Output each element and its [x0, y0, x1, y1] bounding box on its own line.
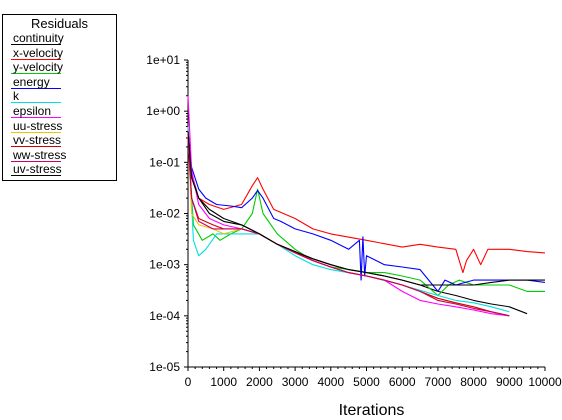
legend-label: epsilon: [13, 104, 52, 118]
y-tick-label: 1e+01: [146, 53, 180, 67]
legend-swatch: [11, 44, 61, 45]
legend-item-epsilon: epsilon: [11, 104, 116, 119]
legend-label: continuity: [13, 31, 64, 45]
x-tick-label: 6000: [389, 375, 416, 389]
x-tick-label: 10000: [528, 375, 562, 389]
legend-item-energy: energy: [11, 74, 116, 90]
series-line-ww-stress: [187, 137, 510, 317]
y-tick-label: 1e-02: [149, 207, 180, 221]
legend-label: y-velocity: [13, 60, 64, 75]
series-line-energy: [187, 131, 546, 292]
legend-item-uv-stress: uv-stress: [11, 162, 116, 177]
x-tick-label: 9000: [496, 375, 523, 389]
legend-swatch: [11, 175, 61, 177]
legend-label: x-velocity: [13, 45, 64, 60]
x-tick-label: 5000: [353, 375, 380, 389]
x-tick-label: 3000: [282, 375, 309, 389]
legend-label: vv-stress: [13, 133, 61, 148]
legend-item-continuity: continuity: [11, 31, 116, 46]
x-tick-label: 0: [185, 375, 192, 389]
series-line-x-velocity: [187, 126, 546, 274]
x-tick-label: 4000: [317, 375, 344, 389]
legend-swatch: [11, 131, 61, 133]
legend-item-y-velocity: y-velocity: [11, 60, 116, 75]
legend-item-x-velocity: x-velocity: [11, 45, 116, 61]
legend-label: k: [13, 89, 19, 104]
x-tick-label: 7000: [425, 375, 452, 389]
y-tick-label: 1e-01: [149, 155, 180, 169]
legend-swatch: [11, 87, 61, 89]
series-line-y-velocity: [187, 137, 545, 297]
legend-item-k: k: [11, 89, 116, 104]
legend-swatch: [11, 160, 61, 162]
legend-label: uv-stress: [13, 162, 62, 177]
legend-swatch: [11, 73, 61, 75]
series-line-vv-stress: [187, 137, 510, 317]
legend-item-uu-stress: uu-stress: [11, 118, 116, 134]
y-tick-label: 1e-03: [149, 258, 180, 272]
legend-label: ww-stress: [13, 147, 67, 162]
legend-title: Residuals: [30, 16, 89, 31]
legend-item-ww-stress: ww-stress: [11, 147, 116, 163]
legend: Residuals continuity x-velocity y-velocity…: [2, 14, 117, 181]
legend-swatch: [11, 102, 61, 104]
series-line-uv-stress: [187, 131, 545, 286]
y-tick-label: 1e-05: [149, 360, 180, 374]
y-tick-label: 1e+00: [146, 104, 180, 118]
series-line-continuity: [187, 137, 528, 315]
legend-swatch: [11, 58, 61, 60]
x-tick-label: 1000: [210, 375, 237, 389]
legend-label: energy: [13, 74, 50, 89]
x-tick-label: 8000: [460, 375, 487, 389]
legend-swatch: [11, 117, 61, 118]
series-line-k: [187, 126, 510, 313]
legend-swatch: [11, 146, 61, 148]
x-axis-title: Iterations: [339, 402, 405, 419]
legend-label: uu-stress: [13, 118, 63, 133]
x-tick-label: 2000: [246, 375, 273, 389]
legend-item-vv-stress: vv-stress: [11, 133, 116, 148]
y-tick-label: 1e-04: [149, 309, 180, 323]
